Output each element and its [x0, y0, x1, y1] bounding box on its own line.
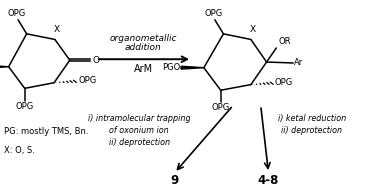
Text: ii) deprotection: ii) deprotection: [109, 138, 170, 147]
Text: Ar: Ar: [294, 58, 304, 67]
Text: addition: addition: [125, 43, 162, 52]
Text: 9: 9: [170, 174, 179, 187]
Text: organometallic: organometallic: [109, 34, 177, 43]
Text: OPG: OPG: [16, 102, 34, 111]
Text: OPG: OPG: [78, 76, 96, 85]
Text: of oxonium ion: of oxonium ion: [109, 126, 169, 135]
Text: OPG: OPG: [212, 103, 230, 112]
Text: ArM: ArM: [134, 64, 152, 74]
Text: ii) deprotection: ii) deprotection: [281, 126, 342, 135]
Text: OPG: OPG: [8, 9, 26, 18]
Text: X: O, S.: X: O, S.: [4, 146, 35, 155]
Text: PGO: PGO: [162, 63, 180, 72]
Text: OPG: OPG: [275, 78, 293, 87]
Text: PG: mostly TMS, Bn.: PG: mostly TMS, Bn.: [4, 127, 89, 136]
Text: i) ketal reduction: i) ketal reduction: [278, 114, 346, 123]
Text: O: O: [92, 56, 99, 65]
Polygon shape: [0, 65, 9, 68]
Text: OR: OR: [278, 37, 291, 46]
Text: X: X: [250, 25, 256, 34]
Text: i) intramolecular trapping: i) intramolecular trapping: [88, 114, 191, 123]
Text: OPG: OPG: [205, 9, 223, 18]
Text: 4-8: 4-8: [258, 174, 279, 187]
Text: X: X: [54, 25, 60, 34]
Polygon shape: [181, 66, 204, 69]
